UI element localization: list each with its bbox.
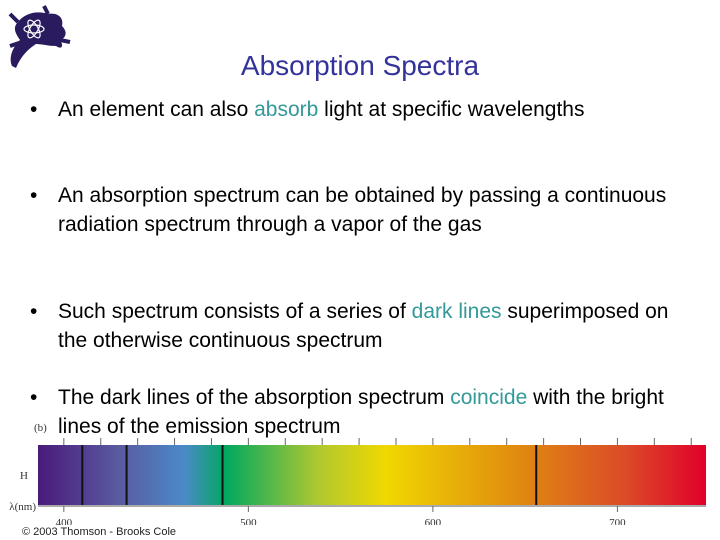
bullet-2: • An absorption spectrum can be obtained … <box>30 184 667 236</box>
tick-label-700: 700 <box>609 517 626 525</box>
tick-label-500: 500 <box>240 517 257 525</box>
row-label: H <box>20 470 28 482</box>
bullet-1: • An element can also absorb light at spe… <box>30 98 585 121</box>
axis-label: λ(nm) <box>9 501 36 513</box>
slide-title: Absorption Spectra <box>240 50 480 81</box>
tick-label-600: 600 <box>425 517 442 525</box>
lizard-atom-logo <box>8 5 71 69</box>
bullet-4: • The dark lines of the absorption spectr… <box>30 386 664 438</box>
tick-label-400: 400 <box>56 517 73 525</box>
hydrogen-absorption-spectrum: (b) H λ(nm) 400 500 600 700 <box>9 422 706 525</box>
bullet-3: • Such spectrum consists of a series of d… <box>30 300 669 352</box>
spectrum-bar <box>38 445 706 505</box>
panel-label: (b) <box>34 422 47 434</box>
copyright: © 2003 Thomson - Brooks Cole <box>22 526 177 538</box>
